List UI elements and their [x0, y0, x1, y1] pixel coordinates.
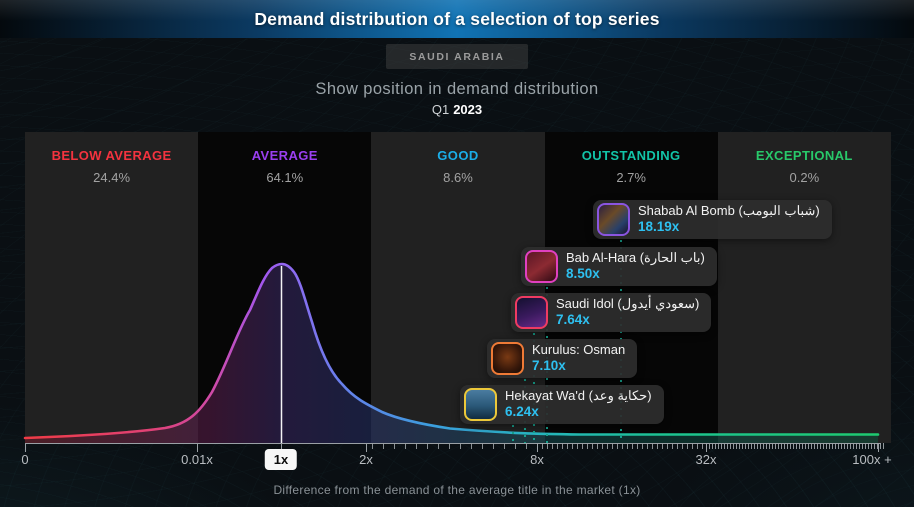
x-axis-label-1x-badge: 1x [264, 449, 298, 470]
x-axis-label-32x: 32x [695, 452, 717, 467]
x-axis-label-8x: 8x [530, 452, 544, 467]
series-demand-value: 7.64x [556, 312, 590, 328]
series-card-bab-al-hara[interactable]: Bab Al-Hara (باب الحارة) 8.50x [521, 247, 717, 287]
band-label: AVERAGE [251, 148, 318, 163]
series-demand-value: 18.19x [638, 219, 680, 235]
country-badge[interactable]: SAUDI ARABIA [386, 44, 528, 69]
x-axis-minor-ticks [372, 443, 537, 449]
series-poster-thumbnail [597, 203, 630, 237]
series-poster-thumbnail [515, 296, 548, 330]
x-axis-label-0: 0 [21, 452, 29, 467]
series-name: Hekayat Wa'd (حكاية وعد) [505, 388, 652, 403]
x-axis-minor-ticks [537, 443, 706, 449]
band-share: 64.1% [266, 170, 304, 185]
series-demand-value: 7.10x [532, 358, 566, 374]
series-card-saudi-idol[interactable]: Saudi Idol (سعودي أيدول) 7.64x [511, 293, 712, 333]
series-card-hekayat-wad[interactable]: Hekayat Wa'd (حكاية وعد) 6.24x [460, 385, 664, 425]
series-card-kurulus-osman[interactable]: Kurulus: Osman 7.10x [487, 339, 638, 379]
x-axis-tick [197, 443, 198, 452]
band-label: OUTSTANDING [581, 148, 681, 163]
x-axis-tick [25, 443, 26, 452]
band-share: 24.4% [93, 170, 131, 185]
series-poster-thumbnail [525, 250, 558, 284]
series-name: Shabab Al Bomb (شباب البومب) [638, 203, 820, 218]
period-quarter: Q1 [431, 102, 450, 117]
chart-subtitle: Show position in demand distribution [315, 80, 599, 98]
x-axis-label-100x: 100x + [852, 452, 892, 467]
series-connector-line [512, 425, 514, 443]
series-demand-value: 8.50x [566, 266, 600, 282]
x-axis-caption: Difference from the demand of the averag… [273, 483, 641, 497]
band-share: 2.7% [616, 170, 646, 185]
x-axis-label-2x: 2x [359, 452, 373, 467]
x-axis-label-001x: 0.01x [181, 452, 213, 467]
band-share: 8.6% [443, 170, 473, 185]
period-year: 2023 [453, 102, 483, 117]
series-name: Bab Al-Hara (باب الحارة) [566, 250, 705, 265]
series-name: Saudi Idol (سعودي أيدول) [556, 296, 700, 311]
band-share: 0.2% [789, 170, 820, 185]
band-average: AVERAGE 64.1% [198, 132, 372, 443]
band-below-average: BELOW AVERAGE 24.4% [25, 132, 199, 443]
band-label: BELOW AVERAGE [51, 148, 172, 163]
series-name: Kurulus: Osman [532, 342, 626, 357]
distribution-bands: BELOW AVERAGE 24.4% AVERAGE 64.1% GOOD 8… [25, 132, 891, 443]
page-title: Demand distribution of a selection of to… [254, 8, 660, 29]
series-poster-thumbnail [464, 388, 497, 422]
band-label: GOOD [437, 148, 479, 163]
x-axis-tick [281, 443, 282, 452]
x-axis-tick [366, 443, 367, 452]
band-exceptional: EXCEPTIONAL 0.2% [717, 132, 891, 443]
title-bar: Demand distribution of a selection of to… [0, 0, 914, 38]
series-demand-value: 6.24x [505, 404, 539, 420]
series-poster-thumbnail [491, 342, 524, 376]
series-card-shabab-al-bomb[interactable]: Shabab Al Bomb (شباب البومب) 18.19x [593, 200, 832, 240]
band-label: EXCEPTIONAL [755, 148, 853, 163]
period-label: Q1 2023 [0, 102, 914, 117]
x-axis-minor-ticks [706, 443, 884, 449]
